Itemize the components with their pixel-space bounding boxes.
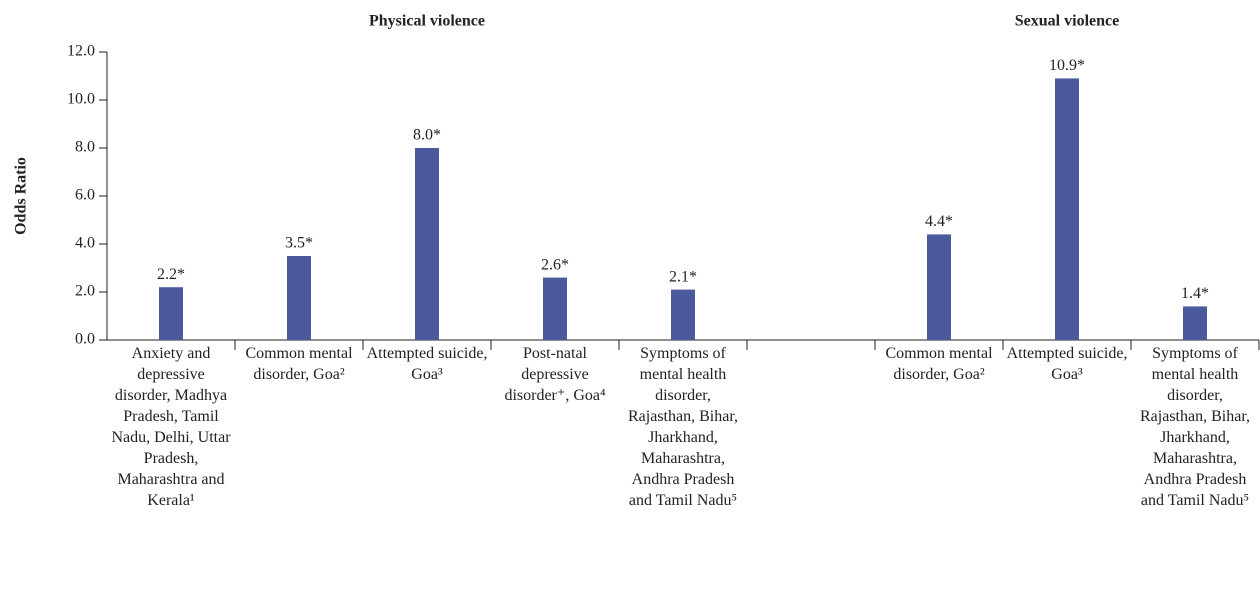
y-tick-label: 12.0 [67, 43, 95, 60]
y-tick-label: 0.0 [75, 331, 95, 348]
x-tick-label: Attempted suicide, Goa³ [1006, 345, 1128, 383]
bar [159, 287, 183, 340]
bar [287, 256, 311, 340]
bar [671, 289, 695, 340]
y-tick-label: 2.0 [75, 283, 95, 300]
value-label: 1.4* [1181, 285, 1209, 302]
value-label: 2.2* [157, 266, 185, 283]
group-title: Physical violence [369, 13, 485, 30]
value-label: 10.9* [1049, 57, 1085, 74]
y-tick-label: 8.0 [75, 139, 95, 156]
x-tick-label: Symptoms of mental health disorder, Raja… [1140, 345, 1250, 509]
x-tick-label: Symptoms of mental health disorder, Raja… [628, 345, 738, 509]
bar [1055, 78, 1079, 341]
y-tick-label: 4.0 [75, 235, 95, 252]
x-tick-label: Common mental disorder, Goa² [245, 345, 353, 383]
x-tick-label: Common mental disorder, Goa² [885, 345, 993, 383]
y-tick-label: 6.0 [75, 187, 95, 204]
y-tick-label: 10.0 [67, 91, 95, 108]
value-label: 2.6* [541, 256, 569, 273]
bar [543, 277, 567, 340]
value-label: 8.0* [413, 127, 441, 144]
value-label: 4.4* [925, 213, 953, 230]
bar [1183, 306, 1207, 340]
value-label: 2.1* [669, 268, 697, 285]
x-tick-label: Post-natal depressive disorder⁺, Goa⁴ [504, 345, 606, 404]
group-title: Sexual violence [1015, 13, 1119, 30]
x-tick-label: Attempted suicide, Goa³ [366, 345, 488, 383]
bar [415, 148, 439, 340]
bar [927, 234, 951, 340]
y-axis-label: Odds Ratio [13, 157, 30, 235]
x-tick-label: Anxiety and depressive disorder, Madhya … [111, 345, 231, 509]
value-label: 3.5* [285, 235, 313, 252]
